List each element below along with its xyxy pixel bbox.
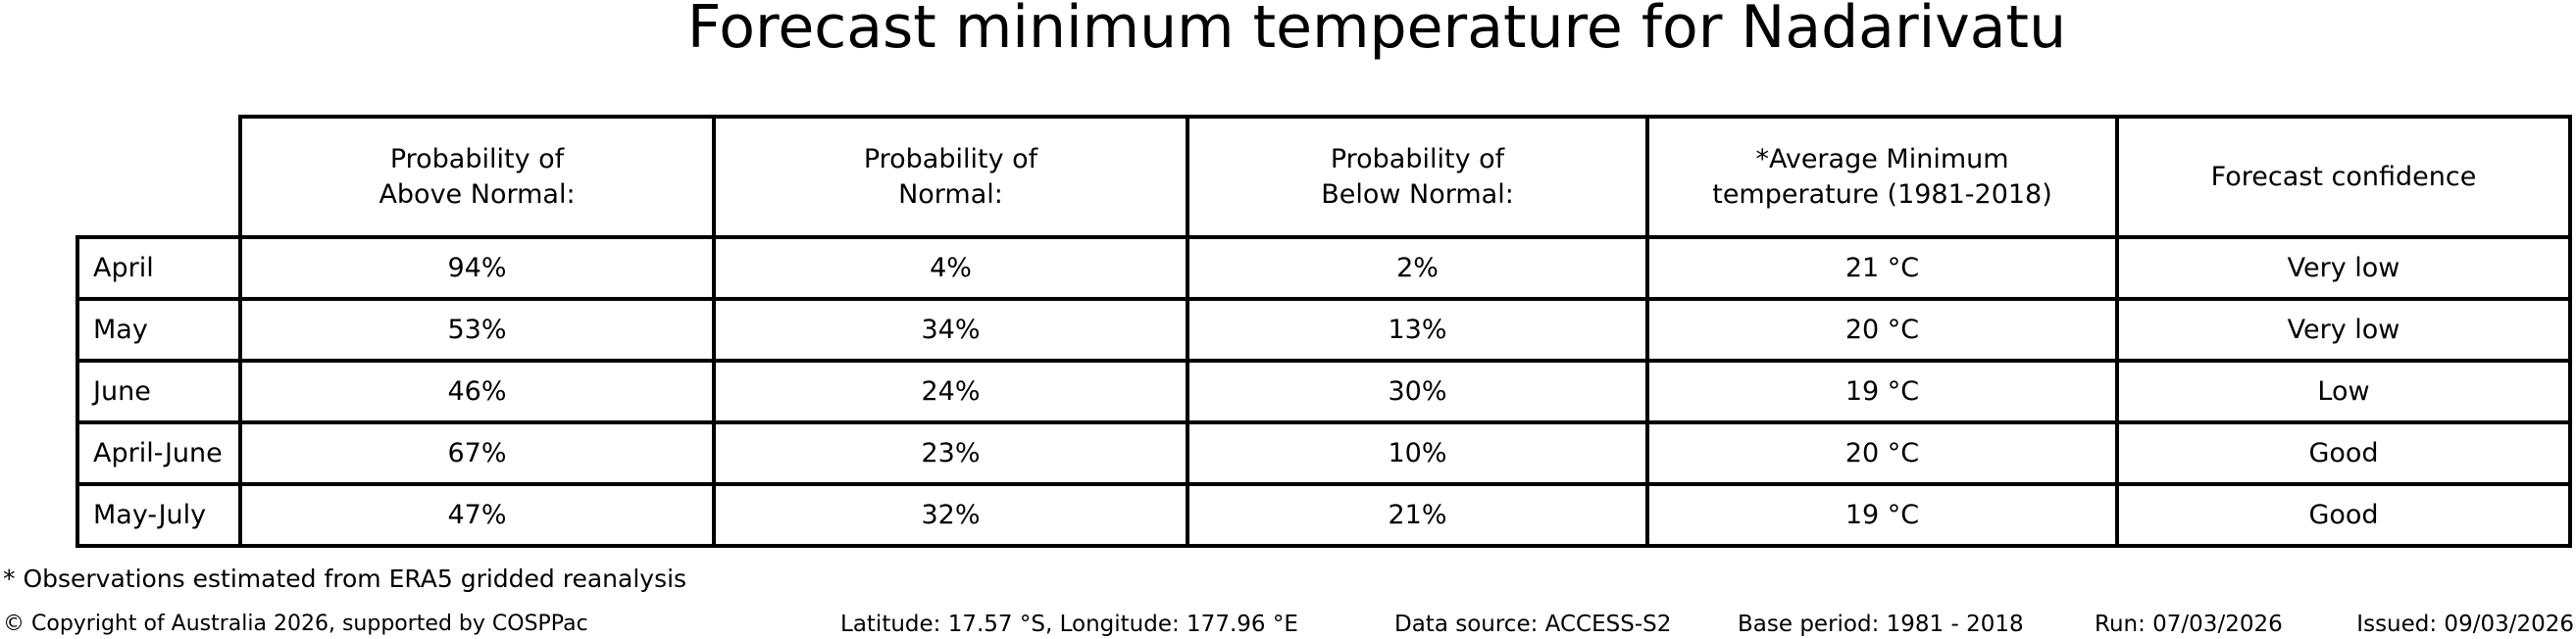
forecast-table: Probability of Above Normal: Probability… bbox=[76, 115, 2572, 548]
cell-avg-min-temp: 20 °C bbox=[1645, 297, 2119, 363]
run-date-text: Run: 07/03/2026 bbox=[2095, 612, 2283, 637]
cell-normal: 32% bbox=[712, 482, 1189, 548]
cell-normal: 34% bbox=[712, 297, 1189, 363]
cell-normal: 23% bbox=[712, 420, 1189, 486]
page-title: Forecast minimum temperature for Nadariv… bbox=[686, 0, 2067, 62]
issued-date-text: Issued: 09/03/2026 bbox=[2356, 612, 2574, 637]
cell-above-normal: 94% bbox=[238, 235, 716, 301]
cell-above-normal: 47% bbox=[238, 482, 716, 548]
cell-normal: 4% bbox=[712, 235, 1189, 301]
cell-confidence: Low bbox=[2115, 359, 2572, 424]
corner-blank-cell bbox=[77, 117, 240, 237]
cell-confidence: Very low bbox=[2115, 297, 2572, 363]
cell-confidence: Good bbox=[2115, 420, 2572, 486]
cell-confidence: Good bbox=[2115, 482, 2572, 548]
row-label: June bbox=[76, 359, 242, 424]
data-source-text: Data source: ACCESS-S2 bbox=[1394, 612, 1672, 637]
column-header-normal: Probability of Normal: bbox=[712, 115, 1189, 239]
column-header-above-normal: Probability of Above Normal: bbox=[238, 115, 716, 239]
footnote-observations: * Observations estimated from ERA5 gridd… bbox=[3, 565, 687, 593]
row-label: April bbox=[76, 235, 242, 301]
table-row-april-june: April-June 67% 23% 10% 20 °C Good bbox=[76, 420, 2572, 486]
cell-confidence: Very low bbox=[2115, 235, 2572, 301]
cell-normal: 24% bbox=[712, 359, 1189, 424]
row-label: April-June bbox=[76, 420, 242, 486]
table-row-april: April 94% 4% 2% 21 °C Very low bbox=[76, 235, 2572, 301]
cell-avg-min-temp: 19 °C bbox=[1645, 359, 2119, 424]
table-row-june: June 46% 24% 30% 19 °C Low bbox=[76, 359, 2572, 424]
table-header-row: Probability of Above Normal: Probability… bbox=[77, 115, 2572, 239]
cell-above-normal: 46% bbox=[238, 359, 716, 424]
cell-avg-min-temp: 21 °C bbox=[1645, 235, 2119, 301]
row-label: May bbox=[76, 297, 242, 363]
column-header-forecast-confidence: Forecast confidence bbox=[2115, 115, 2572, 239]
row-label: May-July bbox=[76, 482, 242, 548]
cell-below-normal: 10% bbox=[1186, 420, 1649, 486]
cell-above-normal: 67% bbox=[238, 420, 716, 486]
cell-avg-min-temp: 20 °C bbox=[1645, 420, 2119, 486]
column-header-below-normal: Probability of Below Normal: bbox=[1186, 115, 1649, 239]
table-row-may-july: May-July 47% 32% 21% 19 °C Good bbox=[76, 482, 2572, 548]
copyright-text: © Copyright of Australia 2026, supported… bbox=[3, 612, 588, 636]
cell-above-normal: 53% bbox=[238, 297, 716, 363]
cell-below-normal: 13% bbox=[1186, 297, 1649, 363]
cell-below-normal: 2% bbox=[1186, 235, 1649, 301]
base-period-text: Base period: 1981 - 2018 bbox=[1738, 612, 2024, 637]
cell-below-normal: 21% bbox=[1186, 482, 1649, 548]
table-row-may: May 53% 34% 13% 20 °C Very low bbox=[76, 297, 2572, 363]
location-coordinates: Latitude: 17.57 °S, Longitude: 177.96 °E bbox=[840, 612, 1298, 637]
cell-avg-min-temp: 19 °C bbox=[1645, 482, 2119, 548]
column-header-avg-min-temp: *Average Minimum temperature (1981-2018) bbox=[1645, 115, 2119, 239]
cell-below-normal: 30% bbox=[1186, 359, 1649, 424]
